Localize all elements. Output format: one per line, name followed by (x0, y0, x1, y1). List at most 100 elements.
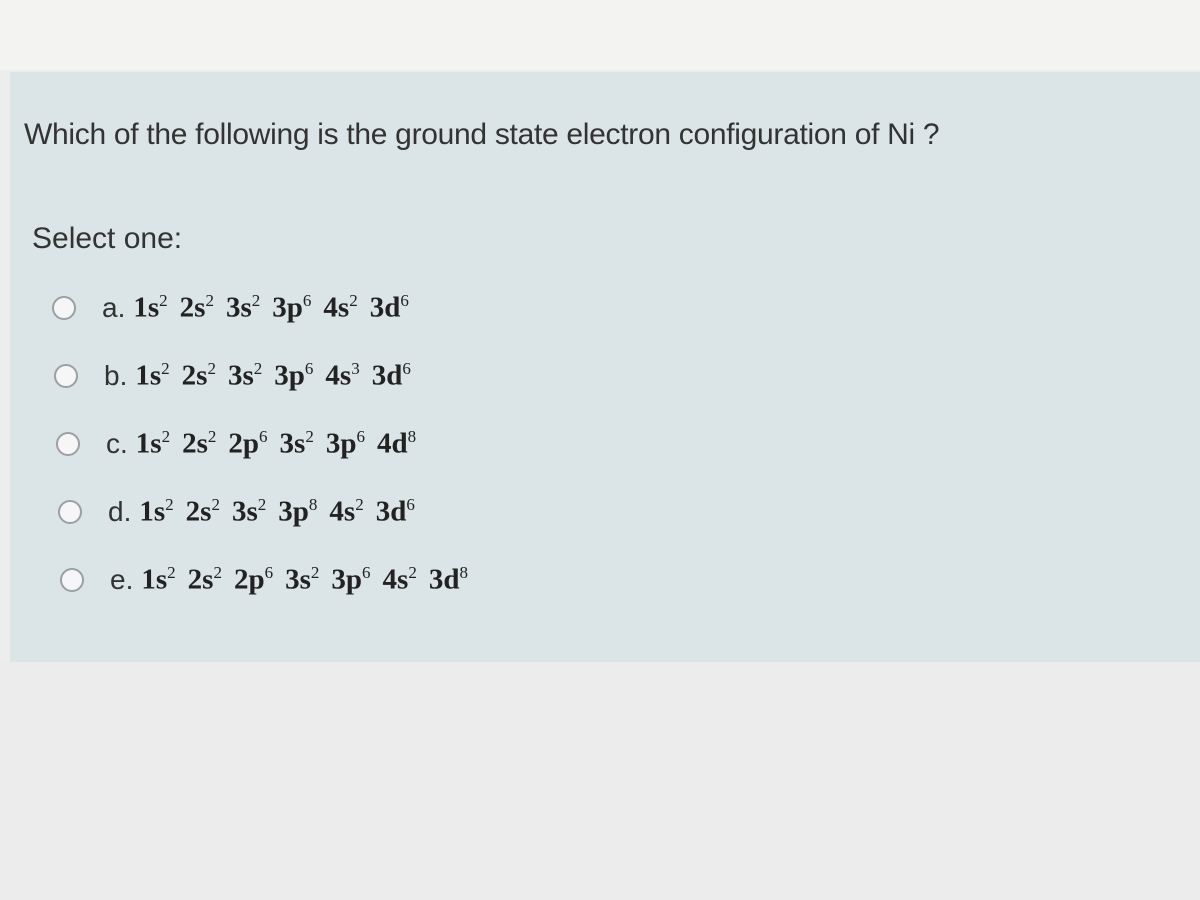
orbital-term: 4s3 (325, 359, 359, 393)
electron-count: 6 (264, 563, 274, 583)
select-prompt: Select one: (32, 222, 183, 255)
electron-count: 6 (356, 427, 365, 447)
option-letter: b. (104, 360, 128, 391)
orbital-term: 1s2 (139, 495, 173, 529)
option[interactable]: c. 1s2 2s2 2p6 3s2 3p6 4d8 (56, 424, 428, 464)
orbital-term: 3p6 (272, 291, 311, 325)
orbital-term: 4d8 (377, 427, 416, 461)
electron-count: 2 (213, 563, 222, 583)
orbital: 3s (285, 563, 311, 596)
electron-count: 8 (459, 563, 468, 583)
header-strip (0, 0, 1200, 70)
orbital-term: 3p6 (331, 563, 370, 597)
electron-count: 2 (211, 495, 220, 515)
orbital: 4d (376, 427, 408, 460)
orbital: 2s (187, 563, 214, 596)
orbital: 3d (371, 359, 403, 392)
option[interactable]: d. 1s2 2s2 3s2 3p8 4s2 3d6 (58, 492, 427, 532)
orbital-term: 2s2 (182, 427, 216, 461)
orbital: 3d (428, 563, 460, 596)
orbital: 2s (179, 291, 206, 324)
orbital: 1s (139, 495, 166, 528)
orbital: 3p (278, 495, 309, 528)
electron-count: 2 (310, 563, 320, 583)
orbital: 3d (375, 495, 407, 528)
footer-area (0, 662, 1200, 900)
orbital: 3s (227, 359, 254, 392)
orbital: 2p (228, 427, 260, 460)
orbital: 4s (329, 495, 356, 528)
electron-count: 6 (302, 291, 312, 311)
electron-count: 2 (207, 427, 217, 447)
option[interactable]: b. 1s2 2s2 3s2 3p6 4s3 3d6 (54, 356, 423, 396)
electron-count: 6 (304, 359, 314, 379)
orbital-term: 3d6 (370, 291, 409, 325)
orbital-term: 3d6 (376, 495, 415, 529)
orbital: 3p (272, 291, 303, 324)
orbital-term: 2s2 (182, 359, 216, 393)
orbital: 3s (231, 495, 258, 528)
option[interactable]: e. 1s2 2s2 2p6 3s2 3p6 4s2 3d8 (60, 560, 480, 600)
electron-count: 2 (251, 291, 261, 311)
electron-count: 2 (165, 495, 174, 515)
orbital-term: 3p8 (278, 495, 317, 529)
radio-button[interactable] (52, 296, 76, 320)
orbital: 2s (181, 359, 208, 392)
orbital-term: 1s2 (136, 427, 170, 461)
orbital: 4s (382, 563, 409, 596)
orbital: 1s (135, 427, 162, 460)
orbital: 4s (323, 291, 350, 324)
electron-count: 2 (355, 495, 364, 515)
orbital-term: 4s2 (329, 495, 363, 529)
electron-count: 6 (362, 563, 371, 583)
electron-count: 2 (159, 291, 168, 311)
electron-count: 8 (407, 427, 417, 447)
radio-button[interactable] (60, 568, 84, 592)
electron-count: 2 (161, 427, 171, 447)
electron-count: 2 (205, 291, 214, 311)
orbital: 1s (141, 563, 168, 596)
orbital-term: 2s2 (188, 563, 222, 597)
orbital: 3d (369, 291, 401, 324)
orbital-term: 3s2 (232, 495, 266, 529)
question-panel (10, 72, 1200, 662)
electron-count: 2 (207, 359, 216, 379)
orbital-term: 4s2 (323, 291, 357, 325)
electron-count: 3 (351, 359, 360, 379)
orbital: 2p (233, 563, 265, 596)
electron-count: 2 (349, 291, 358, 311)
orbital-term: 4s2 (383, 563, 417, 597)
orbital: 3p (331, 563, 363, 596)
orbital: 2s (182, 427, 208, 460)
electron-count: 2 (167, 563, 176, 583)
radio-button[interactable] (54, 364, 78, 388)
orbital-term: 3p6 (326, 427, 365, 461)
orbital-term: 1s2 (133, 291, 167, 325)
orbital: 2s (185, 495, 212, 528)
electron-count: 2 (408, 563, 417, 583)
orbital: 3p (325, 427, 357, 460)
orbital-term: 1s2 (135, 359, 169, 393)
electron-count: 8 (308, 495, 318, 515)
option[interactable]: a. 1s2 2s2 3s2 3p6 4s2 3d6 (52, 288, 421, 328)
orbital-term: 2p6 (234, 563, 273, 597)
option-letter: d. (108, 496, 132, 527)
electron-count: 6 (406, 495, 415, 515)
option-letter: c. (106, 428, 128, 459)
electron-count: 6 (259, 427, 268, 447)
orbital-term: 3d6 (372, 359, 411, 393)
orbital: 3s (225, 291, 252, 324)
orbital-term: 1s2 (141, 563, 175, 597)
electron-count: 6 (400, 291, 409, 311)
electron-count: 2 (161, 359, 170, 379)
radio-button[interactable] (56, 432, 80, 456)
orbital-term: 3s2 (226, 291, 260, 325)
radio-button[interactable] (58, 500, 82, 524)
option-letter: e. (110, 564, 134, 595)
option-letter: a. (102, 292, 126, 323)
orbital: 3p (274, 359, 305, 392)
orbital-term: 3s2 (280, 427, 314, 461)
electron-count: 2 (257, 495, 267, 515)
electron-count: 2 (253, 359, 263, 379)
